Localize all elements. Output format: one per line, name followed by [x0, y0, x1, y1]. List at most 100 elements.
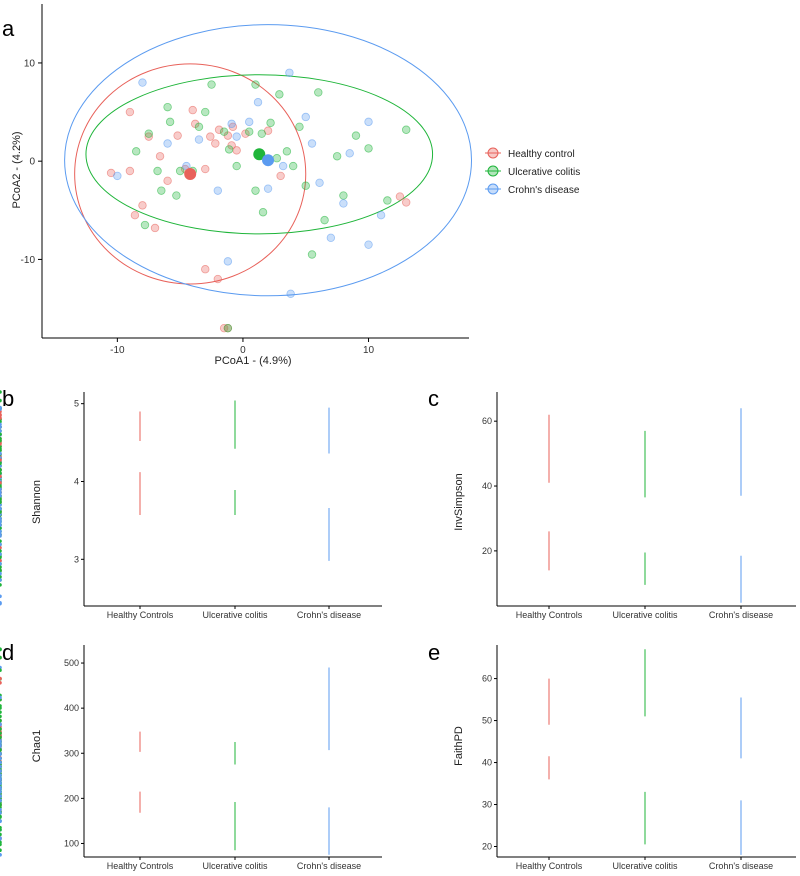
pcoa-point-cd	[307, 139, 317, 148]
pcoa-centroid-cd	[262, 154, 275, 167]
pcoa-centroid-healthy	[184, 167, 197, 180]
pcoa-y-tick-label: 10	[24, 58, 36, 69]
box-data-point	[0, 748, 2, 752]
box-data-point	[0, 600, 2, 605]
box-y-tick-label: 3	[74, 554, 79, 564]
pcoa-point-healthy	[173, 131, 182, 140]
box-data-point	[0, 493, 2, 498]
box-data-point	[0, 781, 2, 786]
pcoa-point-healthy	[144, 132, 153, 141]
pcoa-point-uc	[224, 145, 234, 154]
legend-uc-label: Ulcerative colitis	[508, 167, 580, 178]
shannon-plot-area: 3 4 5	[0, 392, 382, 609]
box-data-point	[0, 853, 2, 857]
panel-c-invsimpson: c InvSimpson 20 40 60 Healthy Controls Ulc…	[0, 386, 796, 620]
box-data-point	[0, 848, 2, 853]
box-data-point	[0, 769, 2, 773]
pcoa-centroid-uc	[253, 148, 266, 161]
pcoa-point-healthy	[163, 176, 172, 186]
box-data-point	[0, 773, 2, 777]
pcoa-ellipse-healthy	[74, 63, 307, 285]
pcoa-point-healthy	[395, 192, 405, 201]
box-data-point	[0, 471, 2, 475]
box-data-point	[0, 743, 2, 748]
box-data-point	[0, 412, 2, 417]
panel-e-faithpd: e FaithPD 20 30 40 50 60 Healthy Controls Ul…	[0, 640, 796, 871]
pcoa-point-cd	[376, 211, 386, 220]
box-data-point	[0, 474, 2, 479]
pcoa-point-uc	[153, 166, 162, 176]
pcoa-point-uc	[266, 118, 275, 128]
pcoa-x-tick-label: 10	[363, 345, 375, 356]
box-data-point	[0, 794, 2, 798]
box-y-tick-label: 300	[64, 748, 79, 758]
box-data-point	[0, 695, 2, 700]
box-data-point	[0, 526, 2, 530]
pcoa-point-uc	[402, 125, 411, 134]
chao1-x-tick-uc: Ulcerative colitis	[202, 861, 268, 871]
pcoa-point-uc	[295, 122, 304, 131]
box-data-point	[0, 484, 2, 488]
box-data-point	[0, 731, 2, 735]
box-y-tick-label: 40	[482, 758, 492, 768]
box-data-point	[0, 406, 2, 411]
box-data-point	[0, 756, 2, 761]
box-data-point	[0, 451, 2, 456]
legend-item-uc: Ulcerative colitis	[485, 165, 580, 178]
box-data-point	[0, 480, 2, 485]
pcoa-point-uc	[144, 129, 153, 138]
pcoa-point-uc	[383, 196, 392, 205]
pcoa-point-cd	[364, 240, 373, 249]
panel-a-pcoa: a -10 0 10 -10 0 10 PCoA1 - (4.9%) PCoA2 - (4…	[2, 4, 580, 367]
invsimpson-x-tick-healthy: Healthy Controls	[516, 610, 583, 620]
pcoa-point-uc	[223, 323, 233, 333]
faithpd-y-axis-title: FaithPD	[453, 726, 465, 766]
box-y-tick-label: 200	[64, 793, 79, 803]
pcoa-point-uc	[172, 191, 181, 200]
pcoa-point-uc	[288, 161, 298, 171]
box-data-point	[0, 710, 2, 714]
box-data-point	[0, 760, 2, 765]
box-data-point	[0, 487, 2, 492]
box-data-point	[0, 516, 2, 521]
box-data-point	[0, 539, 2, 543]
pcoa-point-uc	[282, 147, 292, 156]
box-data-point	[0, 432, 2, 436]
pcoa-point-uc	[301, 181, 310, 190]
box-data-point	[0, 558, 2, 563]
pcoa-point-uc	[165, 117, 175, 127]
box-data-point	[0, 390, 2, 394]
pcoa-point-healthy	[213, 274, 223, 284]
pcoa-point-cd	[213, 186, 223, 195]
panel-label-b: b	[2, 386, 14, 411]
box-data-point	[0, 827, 2, 832]
pcoa-point-healthy	[130, 211, 140, 220]
box-data-point	[0, 422, 2, 427]
pcoa-point-uc	[251, 186, 260, 195]
box-data-point	[0, 722, 2, 727]
legend-item-cd: Crohn's disease	[485, 183, 580, 196]
pcoa-point-uc	[140, 220, 150, 230]
box-y-tick-label: 60	[482, 674, 492, 684]
pcoa-point-uc	[258, 208, 268, 217]
box-data-point	[0, 532, 2, 537]
box-data-point	[0, 819, 2, 824]
pcoa-point-uc	[275, 90, 284, 99]
box-data-point	[0, 519, 2, 524]
pcoa-x-axis-title: PCoA1 - (4.9%)	[214, 355, 291, 367]
box-data-point	[0, 668, 2, 672]
box-data-point	[0, 506, 2, 511]
pcoa-point-cd	[301, 112, 310, 122]
pcoa-point-uc	[175, 166, 185, 176]
box-data-point	[0, 655, 2, 660]
box-data-point	[0, 714, 2, 719]
box-data-point	[0, 562, 2, 566]
pcoa-point-cd	[227, 119, 236, 129]
pcoa-point-cd	[163, 139, 172, 148]
box-data-point	[0, 680, 2, 685]
box-data-point	[0, 571, 2, 576]
shannon-x-tick-cd: Crohn's disease	[297, 610, 361, 620]
chao1-plot-area: 100 200 300 400 500	[0, 645, 382, 860]
invsimpson-y-axis-title: InvSimpson	[453, 473, 465, 530]
pcoa-x-tick-label: -10	[110, 345, 125, 356]
